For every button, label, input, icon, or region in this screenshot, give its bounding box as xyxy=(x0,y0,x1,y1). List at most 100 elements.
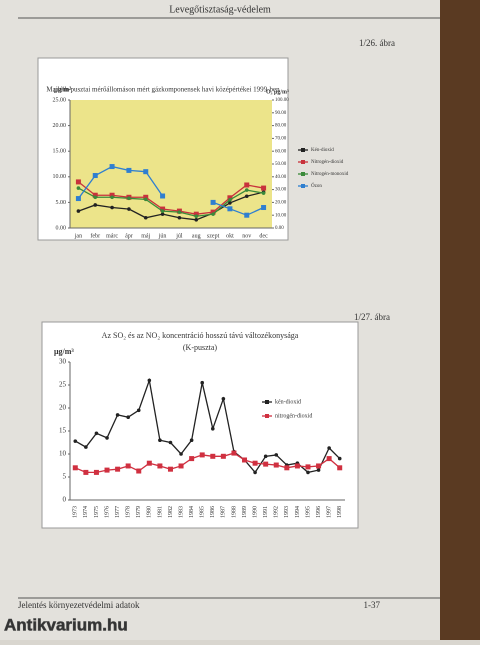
marker xyxy=(104,467,110,473)
figure-label: 1/26. ábra xyxy=(359,38,395,48)
marker xyxy=(127,207,131,211)
legend-marker xyxy=(265,400,269,404)
x-tick-label: 1994 xyxy=(295,506,301,518)
marker xyxy=(73,439,78,443)
marker xyxy=(75,179,81,185)
x-tick-label: 1987 xyxy=(221,506,227,518)
marker xyxy=(327,446,331,450)
marker xyxy=(109,192,115,198)
footer: Jelentés környezetvédelmi adatok xyxy=(18,600,140,610)
marker xyxy=(76,186,81,190)
marker xyxy=(157,463,163,469)
marker xyxy=(126,415,130,420)
x-tick-label: febr xyxy=(90,232,100,239)
y2-tick-label: 90.00 xyxy=(275,111,287,116)
y2-tick-label: 0.00 xyxy=(275,226,284,231)
x-tick-label: 1976 xyxy=(104,506,110,518)
marker xyxy=(92,173,98,179)
x-tick-label: 1977 xyxy=(115,506,121,518)
y2-tick-label: 70.00 xyxy=(275,137,287,142)
x-tick-label: 1988 xyxy=(231,506,237,518)
marker xyxy=(194,214,199,219)
marker xyxy=(261,191,266,195)
y-axis-label: μg/m³ xyxy=(54,86,71,94)
marker xyxy=(199,452,205,458)
marker xyxy=(147,378,152,383)
marker xyxy=(306,470,310,475)
series-line xyxy=(77,165,264,216)
marker xyxy=(160,212,165,216)
marker xyxy=(143,215,148,220)
y-tick-label: 25.00 xyxy=(53,97,67,103)
y-tick-label: 5 xyxy=(63,473,67,481)
marker xyxy=(221,397,226,401)
marker xyxy=(244,212,250,218)
y2-tick-label: 10.00 xyxy=(275,213,287,218)
header: Levegőtisztaság-védelem xyxy=(169,4,271,15)
x-tick-label: 1981 xyxy=(157,506,163,518)
marker xyxy=(168,440,173,445)
marker xyxy=(189,438,194,443)
x-tick-label: 1995 xyxy=(305,506,311,518)
x-tick-label: aug xyxy=(192,233,201,239)
chart-title: Az SO₂ és az NO₂ koncentráció hosszú táv… xyxy=(102,331,299,340)
chart-title: Majláth-pusztai mérőállomáson mért gázko… xyxy=(46,86,280,94)
marker xyxy=(167,466,173,472)
series-line xyxy=(78,181,264,215)
x-tick-label: 1992 xyxy=(274,506,280,518)
marker xyxy=(115,466,121,472)
marker xyxy=(242,457,248,463)
marker xyxy=(110,205,114,210)
x-tick-label: nov xyxy=(242,233,251,239)
y2-tick-label: 30.00 xyxy=(275,188,287,193)
marker xyxy=(337,456,342,461)
marker xyxy=(75,196,81,202)
y-tick-label: 0.00 xyxy=(56,225,67,231)
legend-marker xyxy=(301,172,305,176)
x-tick-label: 1985 xyxy=(200,506,206,518)
marker xyxy=(337,465,343,471)
x-tick-label: 1980 xyxy=(147,506,153,518)
y2-tick-label: 40.00 xyxy=(275,175,287,180)
marker xyxy=(93,203,98,207)
marker xyxy=(228,201,232,205)
marker xyxy=(72,465,78,471)
y-axis-label: μg/m³ xyxy=(54,347,74,356)
marker xyxy=(76,209,81,213)
marker xyxy=(194,218,199,222)
y-tick-label: 15.00 xyxy=(53,149,67,155)
marker xyxy=(158,438,162,443)
watermark: Antikvarium.hu xyxy=(4,615,128,634)
marker xyxy=(210,209,216,215)
marker xyxy=(210,426,215,431)
marker xyxy=(294,463,300,469)
marker xyxy=(143,197,148,202)
y2-axis-label: O₃ μg/m³ xyxy=(266,89,289,95)
legend-label: Kén-dioxid xyxy=(311,148,334,153)
marker xyxy=(160,209,165,213)
x-tick-label: 1998 xyxy=(337,506,343,518)
marker xyxy=(193,211,199,217)
marker xyxy=(93,469,99,475)
marker xyxy=(261,205,267,211)
marker xyxy=(252,460,258,466)
x-tick-label: 1991 xyxy=(263,506,269,518)
marker xyxy=(316,468,321,472)
legend-marker xyxy=(301,148,305,152)
marker xyxy=(227,195,233,201)
marker xyxy=(115,413,120,417)
x-tick-label: 1990 xyxy=(252,506,258,518)
page-number: 1-37 xyxy=(364,600,381,610)
x-tick-label: 1973 xyxy=(73,506,79,518)
marker xyxy=(211,212,215,216)
x-tick-label: jún xyxy=(158,233,167,239)
marker xyxy=(263,454,268,459)
x-tick-label: 1979 xyxy=(136,506,142,518)
marker xyxy=(136,468,142,474)
x-tick-label: máj xyxy=(141,233,150,239)
table-edge xyxy=(440,0,480,640)
x-tick-label: 1983 xyxy=(178,506,184,518)
marker xyxy=(177,215,182,220)
chart-subtitle: (K-puszta) xyxy=(183,343,218,352)
